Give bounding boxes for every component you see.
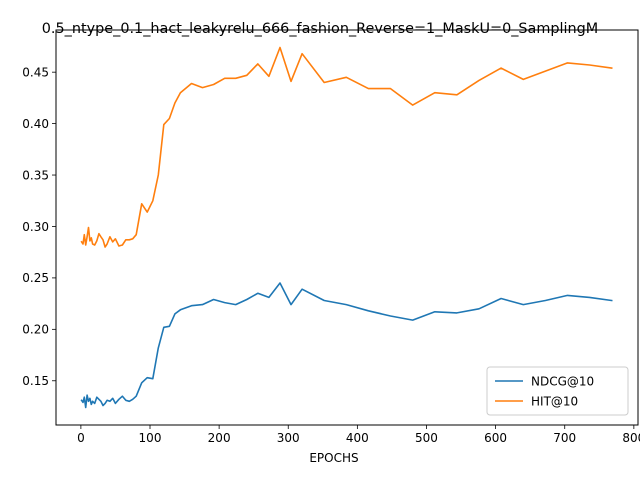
legend-box	[486, 366, 629, 416]
legend: NDCG@10 HIT@10	[486, 366, 629, 416]
x-tick-label: 600	[484, 431, 507, 445]
series-line-ndcg-10	[80, 282, 613, 409]
y-axis: 0.15 0.20 0.25 0.30 0.35 0.40 0.45	[22, 65, 56, 388]
y-tick-label: 0.30	[22, 220, 49, 234]
y-tick-label: 0.15	[22, 374, 49, 388]
x-tick-label: 700	[553, 431, 576, 445]
x-tick-label: 500	[415, 431, 438, 445]
chart-title: 0.5_ntype_0.1_hact_leakyrelu_666_fashion…	[42, 21, 598, 37]
legend-label: NDCG@10	[531, 374, 594, 388]
x-tick-label: 400	[346, 431, 369, 445]
series-layer	[80, 46, 613, 409]
y-tick-label: 0.45	[22, 65, 49, 79]
x-tick-label: 100	[139, 431, 162, 445]
x-axis-label: EPOCHS	[309, 451, 358, 465]
x-tick-label: 300	[277, 431, 300, 445]
y-tick-label: 0.35	[22, 168, 49, 182]
y-tick-label: 0.25	[22, 271, 49, 285]
legend-label: HIT@10	[531, 394, 578, 408]
x-tick-label: 800	[622, 431, 640, 445]
plot-frame	[55, 29, 639, 426]
series-line-hit-10	[80, 46, 613, 248]
x-tick-label: 0	[77, 431, 85, 445]
x-axis: 0 100 200 300 400 500 600 700 800	[77, 425, 640, 445]
y-tick-label: 0.40	[22, 117, 49, 131]
y-tick-label: 0.20	[22, 323, 49, 337]
x-tick-label: 200	[208, 431, 231, 445]
